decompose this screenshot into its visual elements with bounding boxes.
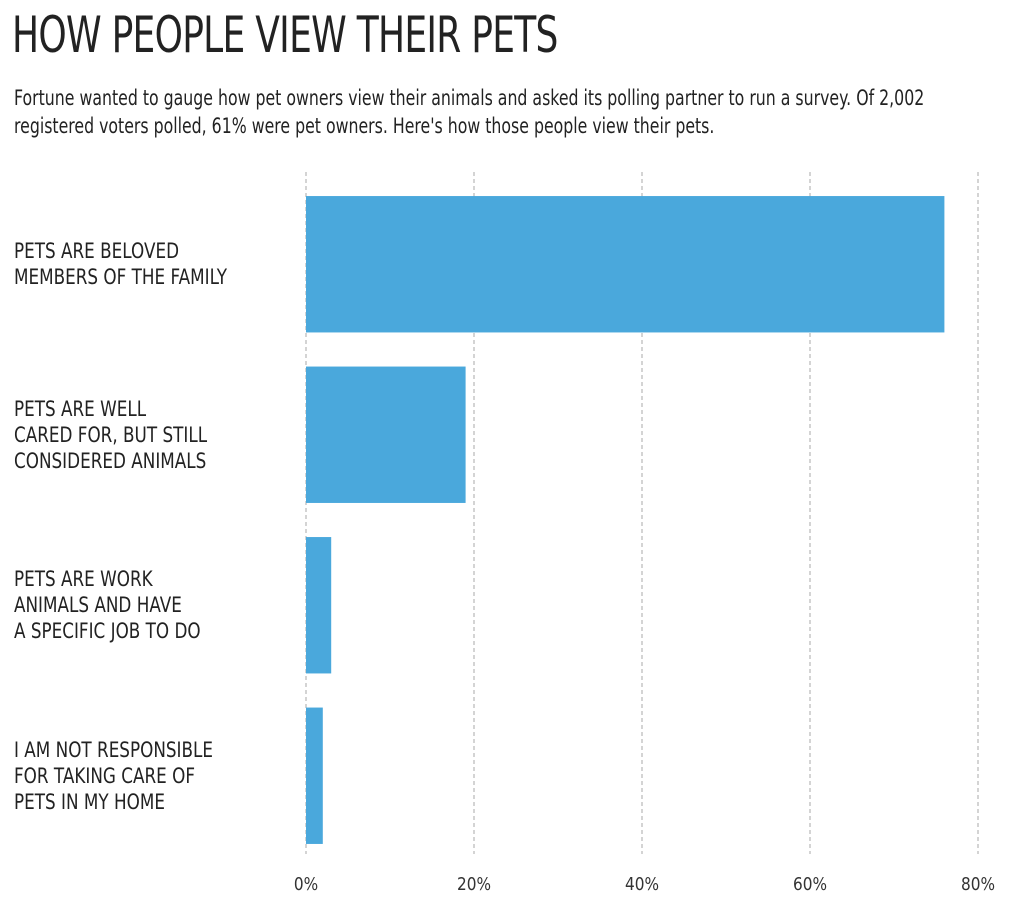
- chart-subtitle: Fortune wanted to gauge how pet owners v…: [14, 86, 925, 138]
- y-tick-label: I AM NOT RESPONSIBLE FOR TAKING CARE OF …: [14, 737, 214, 814]
- bar: [306, 537, 332, 674]
- x-tick-label: 20%: [456, 874, 492, 895]
- x-tick-label: 80%: [960, 874, 996, 895]
- y-tick-label: PETS ARE BELOVED MEMBERS OF THE FAMILY: [14, 239, 227, 290]
- bar: [306, 196, 945, 333]
- x-tick-label: 0%: [293, 874, 319, 895]
- x-tick-label: 40%: [624, 874, 660, 895]
- bar: [306, 366, 466, 503]
- y-tick-label: PETS ARE WORK ANIMALS AND HAVE A SPECIFI…: [14, 567, 201, 644]
- x-tick-label: 60%: [792, 874, 828, 895]
- chart-title: HOW PEOPLE VIEW THEIR PETS: [12, 6, 558, 64]
- bar: [306, 707, 323, 844]
- y-tick-label: PETS ARE WELL CARED FOR, BUT STILL CONSI…: [14, 396, 208, 473]
